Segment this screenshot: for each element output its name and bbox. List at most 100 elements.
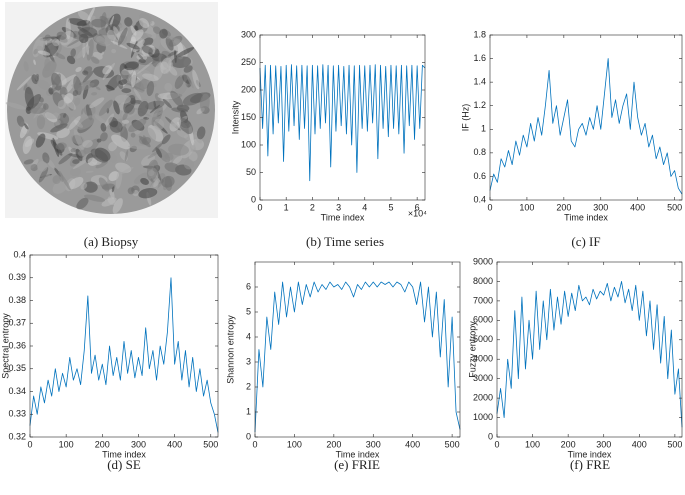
tissue-texture bbox=[80, 182, 88, 190]
tissue-texture bbox=[132, 78, 140, 86]
tissue-texture bbox=[142, 73, 159, 82]
y-tick-label: 100 bbox=[241, 139, 256, 149]
biopsy-image bbox=[5, 2, 218, 218]
y-tick-label: 2 bbox=[246, 381, 251, 391]
tissue-texture bbox=[162, 98, 172, 109]
x-axis-label: Time index bbox=[336, 449, 380, 459]
tissue-texture bbox=[91, 112, 108, 126]
tissue-texture bbox=[121, 119, 130, 124]
tissue-texture bbox=[196, 126, 206, 140]
tissue-texture bbox=[58, 152, 73, 165]
tissue-texture bbox=[171, 107, 189, 113]
tissue-texture bbox=[16, 115, 25, 127]
y-tick-label: 50 bbox=[246, 167, 256, 177]
tissue-texture bbox=[137, 53, 144, 60]
tissue-texture bbox=[161, 134, 171, 145]
y-tick-label: 0.37 bbox=[8, 318, 26, 328]
tissue-texture bbox=[121, 88, 132, 94]
x-axis-label: Time index bbox=[102, 449, 146, 459]
tissue-texture bbox=[142, 37, 154, 47]
tissue-texture bbox=[31, 74, 39, 85]
tissue-texture bbox=[101, 51, 105, 56]
x-tick-label: 100 bbox=[519, 202, 534, 212]
tissue-texture bbox=[90, 15, 96, 20]
y-tick-label: 3 bbox=[246, 356, 251, 366]
tissue-texture bbox=[155, 147, 163, 158]
tissue-texture bbox=[199, 93, 210, 113]
tissue-texture bbox=[24, 123, 29, 130]
tissue-texture bbox=[78, 27, 98, 39]
tissue-texture bbox=[78, 80, 94, 85]
caption: (b) Time series bbox=[306, 234, 384, 249]
tissue-texture bbox=[151, 105, 163, 127]
x-tick-label: 0 bbox=[252, 439, 257, 449]
y-tick-label: 0 bbox=[246, 431, 251, 441]
tissue-texture bbox=[86, 6, 96, 24]
y-axis-label: IF (Hz) bbox=[460, 104, 470, 132]
y-tick-label: 0.39 bbox=[8, 272, 26, 282]
tissue-texture bbox=[133, 88, 142, 101]
tissue-texture bbox=[52, 175, 61, 184]
tissue-texture bbox=[16, 75, 32, 91]
tissue-texture bbox=[176, 129, 188, 138]
tissue-texture bbox=[188, 151, 198, 162]
x-tick-label: 300 bbox=[131, 439, 146, 449]
tissue-texture bbox=[183, 159, 195, 170]
tissue-texture bbox=[98, 99, 113, 116]
caption: (a) Biopsy bbox=[84, 234, 139, 249]
tissue-texture bbox=[70, 167, 82, 177]
caption: (c) IF bbox=[571, 234, 600, 249]
tissue-texture bbox=[83, 181, 98, 193]
tissue-texture bbox=[146, 81, 155, 97]
tissue-texture bbox=[68, 176, 84, 189]
data-line bbox=[259, 64, 426, 182]
tissue-texture bbox=[63, 93, 74, 104]
tissue-texture bbox=[141, 137, 151, 145]
tissue-texture bbox=[113, 100, 120, 115]
tissue-texture bbox=[82, 70, 94, 83]
tissue-texture bbox=[164, 162, 180, 173]
tissue-texture bbox=[178, 118, 194, 134]
y-tick-label: 6 bbox=[246, 281, 251, 291]
tissue-texture bbox=[139, 17, 150, 29]
tissue-texture bbox=[124, 149, 129, 162]
x-tick-label: 100 bbox=[525, 439, 540, 449]
tissue-texture bbox=[43, 112, 58, 120]
tissue-texture bbox=[145, 100, 165, 110]
tissue-texture bbox=[76, 115, 96, 130]
y-tick-label: 0.32 bbox=[8, 431, 26, 441]
tissue-texture bbox=[98, 177, 110, 192]
y-tick-label: 5 bbox=[246, 306, 251, 316]
tissue-texture bbox=[168, 35, 183, 47]
tissue-texture bbox=[189, 139, 196, 155]
tissue-texture bbox=[182, 92, 204, 106]
caption: (e) FRIE bbox=[334, 457, 380, 472]
tissue-texture bbox=[81, 108, 84, 115]
x-axis-label: Time index bbox=[321, 212, 365, 222]
x-tick-label: 0 bbox=[257, 202, 262, 212]
tissue-texture bbox=[111, 186, 115, 193]
tissue-texture bbox=[138, 58, 146, 64]
tissue-texture bbox=[146, 111, 165, 119]
y-tick-label: 5000 bbox=[473, 334, 493, 344]
x-tick-label: 1 bbox=[284, 202, 289, 212]
tissue-texture bbox=[169, 117, 182, 132]
tissue-texture bbox=[37, 79, 51, 90]
tissue-texture bbox=[173, 82, 188, 98]
tissue-texture bbox=[35, 133, 46, 148]
tissue-texture bbox=[113, 26, 122, 42]
x-tick-label: 2 bbox=[310, 202, 315, 212]
x-tick-label: 5 bbox=[388, 202, 393, 212]
tissue-texture bbox=[66, 55, 76, 65]
tissue-texture bbox=[186, 74, 194, 89]
tissue-texture bbox=[106, 29, 117, 40]
tissue-texture bbox=[83, 138, 100, 154]
tissue-texture bbox=[152, 26, 161, 35]
y-tick-label: 1 bbox=[246, 406, 251, 416]
tissue-texture bbox=[74, 97, 81, 106]
tissue-texture bbox=[175, 47, 195, 58]
x-tick-label: 100 bbox=[59, 439, 74, 449]
tissue-texture bbox=[153, 177, 161, 188]
tissue-texture bbox=[85, 170, 94, 173]
